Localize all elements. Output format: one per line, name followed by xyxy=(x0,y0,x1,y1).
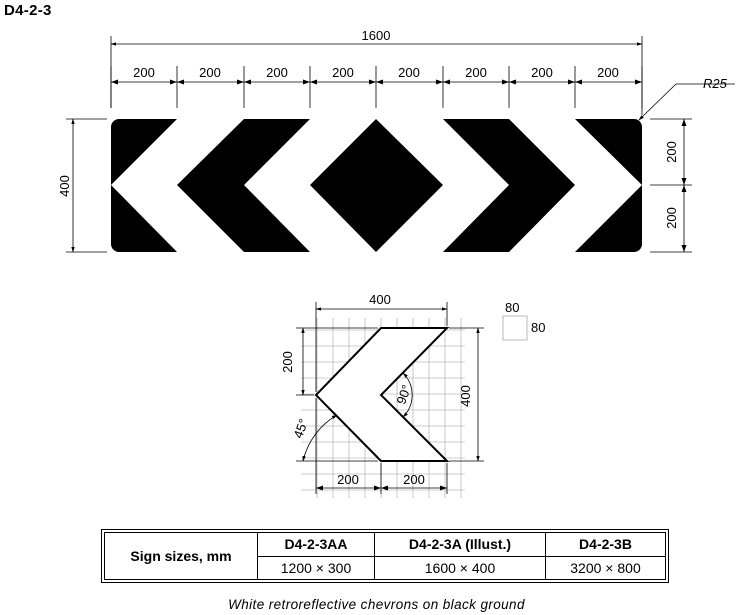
detail-width-dimension: 400 xyxy=(315,292,448,392)
segment-label: 200 xyxy=(133,65,155,80)
grid-scale-legend: 80 80 xyxy=(502,300,545,341)
chevron-outline xyxy=(314,327,450,462)
grid-legend-right: 80 xyxy=(531,320,545,335)
sign-height-dimension: 400 xyxy=(57,118,107,253)
size-code-a: D4-2-3A (Illust.) xyxy=(374,532,546,557)
detail-total-height-dimension: 400 xyxy=(449,327,484,462)
detail-bottom-label: 200 xyxy=(403,472,425,487)
detail-arm-height-dimension: 200 xyxy=(280,327,378,396)
caption: White retroreflective chevrons on black … xyxy=(228,597,525,612)
size-code-aa: D4-2-3AA xyxy=(257,532,375,557)
size-value-aa: 1200 × 300 xyxy=(257,555,375,580)
segment-dimensions: 200 200 200 200 200 200 200 200 xyxy=(110,65,643,108)
segment-label: 200 xyxy=(332,65,354,80)
detail-arm-height-label: 200 xyxy=(280,351,295,373)
segment-label: 200 xyxy=(465,65,487,80)
segment-label: 200 xyxy=(597,65,619,80)
segment-label: 200 xyxy=(266,65,288,80)
segment-label: 200 xyxy=(531,65,553,80)
size-value-a: 1600 × 400 xyxy=(374,555,546,580)
sign-code-title: D4-2-3 xyxy=(4,2,52,19)
segment-label: 200 xyxy=(398,65,420,80)
sign-sizes-table: Sign sizes, mm D4-2-3AA D4-2-3A (Illust.… xyxy=(101,529,669,583)
segment-label: 200 xyxy=(199,65,221,80)
detail-total-height-label: 400 xyxy=(458,385,473,407)
detail-width-label: 400 xyxy=(369,292,391,307)
sizes-header: Sign sizes, mm xyxy=(104,532,258,580)
inner-angle-label: 90° xyxy=(393,383,414,407)
outer-angle-label: 45° xyxy=(290,417,311,441)
overall-width-dimension: 1600 xyxy=(110,28,643,115)
detail-bottom-label: 200 xyxy=(337,472,359,487)
inner-angle-annotation: 90° xyxy=(393,372,414,418)
size-code-b: D4-2-3B xyxy=(545,532,666,557)
sign-drawing: 1600 200 200 200 200 200 200 200 200 xyxy=(57,28,735,498)
chevron-sign xyxy=(111,119,642,252)
right-segment-label: 200 xyxy=(664,207,679,229)
outer-angle-annotation: 45° xyxy=(290,414,378,462)
grid-legend-top: 80 xyxy=(505,300,519,315)
corner-radius-label: R25 xyxy=(703,76,728,91)
right-segment-label: 200 xyxy=(664,141,679,163)
sign-height-label: 400 xyxy=(57,175,72,197)
corner-radius-callout: R25 xyxy=(638,76,735,121)
overall-width-label: 1600 xyxy=(362,28,391,43)
right-height-dimensions: 200 200 xyxy=(650,118,692,253)
size-value-b: 3200 × 800 xyxy=(545,555,666,580)
